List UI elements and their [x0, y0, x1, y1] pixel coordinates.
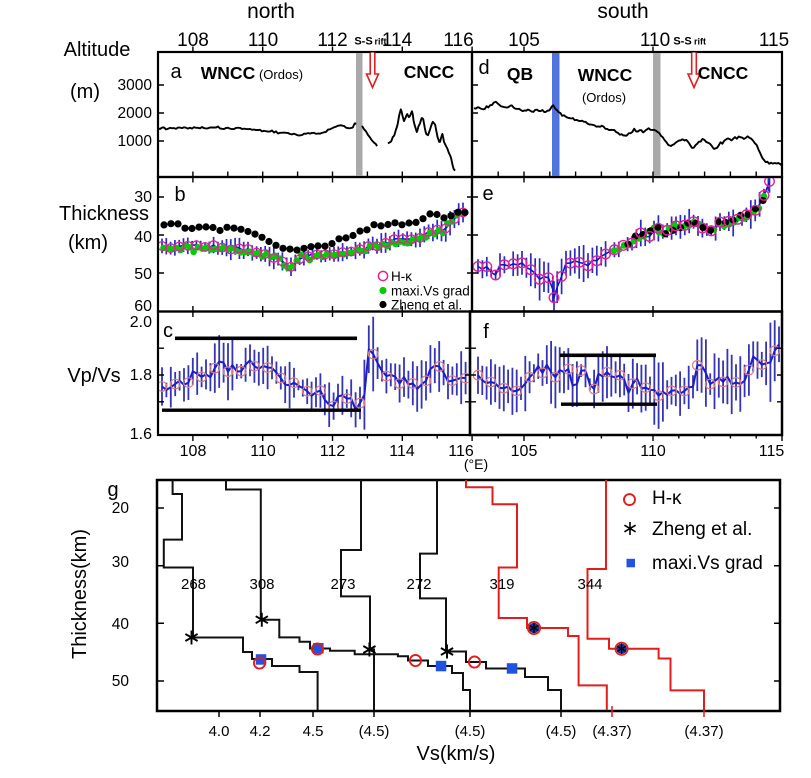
svg-text:(4.5): (4.5) — [546, 723, 577, 740]
svg-text:Zheng et al.: Zheng et al. — [652, 519, 752, 540]
svg-text:S-S: S-S — [354, 36, 372, 48]
svg-text:Vs(km/s): Vs(km/s) — [417, 743, 496, 765]
svg-text:1000: 1000 — [118, 133, 153, 150]
svg-text:4.5: 4.5 — [303, 723, 324, 740]
svg-text:114: 114 — [382, 30, 413, 51]
svg-text:2000: 2000 — [118, 105, 153, 122]
svg-text:30: 30 — [134, 189, 152, 206]
svg-text:f: f — [483, 321, 489, 343]
svg-text:g: g — [107, 479, 118, 501]
svg-text:319: 319 — [489, 576, 514, 593]
svg-text:116: 116 — [448, 443, 474, 460]
svg-text:40: 40 — [134, 229, 152, 246]
svg-text:b: b — [174, 184, 185, 206]
svg-text:WNCC: WNCC — [578, 65, 633, 85]
svg-text:WNCC: WNCC — [201, 63, 256, 83]
svg-text:60: 60 — [134, 298, 152, 315]
svg-text:H-κ: H-κ — [391, 269, 412, 284]
svg-text:4.2: 4.2 — [250, 723, 271, 740]
svg-text:CNCC: CNCC — [698, 63, 749, 83]
svg-text:50: 50 — [134, 266, 152, 283]
svg-text:105: 105 — [511, 443, 538, 460]
svg-text:(4.5): (4.5) — [455, 723, 486, 740]
svg-text:105: 105 — [508, 30, 540, 51]
svg-text:116: 116 — [443, 30, 473, 51]
svg-text:Zheng et al.: Zheng et al. — [391, 298, 462, 313]
svg-text:115: 115 — [759, 30, 789, 51]
svg-text:(Ordos): (Ordos) — [259, 67, 303, 82]
svg-text:Altitude: Altitude — [64, 39, 131, 61]
svg-text:110: 110 — [250, 443, 276, 460]
svg-text:Thickness: Thickness — [59, 203, 149, 225]
svg-text:2.0: 2.0 — [130, 314, 152, 331]
svg-text:110: 110 — [640, 443, 666, 460]
svg-text:CNCC: CNCC — [404, 62, 455, 82]
svg-text:272: 272 — [406, 576, 431, 593]
svg-text:Vp/Vs: Vp/Vs — [67, 365, 120, 387]
svg-text:110: 110 — [248, 30, 278, 51]
svg-text:(4.37): (4.37) — [592, 723, 631, 740]
svg-text:114: 114 — [389, 443, 415, 460]
svg-text:(4.37): (4.37) — [684, 723, 723, 740]
svg-text:30: 30 — [112, 554, 130, 571]
svg-text:1.8: 1.8 — [130, 367, 152, 384]
svg-text:(m): (m) — [70, 81, 100, 103]
svg-text:north: north — [247, 0, 295, 23]
svg-text:40: 40 — [112, 616, 130, 633]
svg-text:south: south — [597, 0, 648, 23]
svg-text:QB: QB — [507, 64, 533, 84]
svg-text:50: 50 — [112, 673, 130, 690]
svg-text:maxi.Vs grad: maxi.Vs grad — [652, 553, 763, 574]
svg-text:e: e — [482, 183, 493, 205]
svg-text:maxi.Vs grad: maxi.Vs grad — [391, 284, 470, 299]
svg-text:308: 308 — [249, 576, 274, 593]
svg-text:a: a — [170, 61, 182, 83]
svg-text:112: 112 — [320, 443, 346, 460]
svg-text:112: 112 — [317, 30, 347, 51]
svg-text:H-κ: H-κ — [652, 488, 682, 509]
svg-text:108: 108 — [180, 443, 207, 460]
svg-text:115: 115 — [759, 443, 785, 460]
svg-text:4.0: 4.0 — [209, 723, 230, 740]
svg-text:(Ordos): (Ordos) — [582, 90, 626, 105]
svg-text:rift: rift — [694, 37, 706, 47]
svg-text:108: 108 — [177, 30, 209, 51]
svg-text:273: 273 — [330, 576, 355, 593]
svg-text:268: 268 — [181, 576, 206, 593]
svg-text:rift: rift — [375, 37, 387, 47]
svg-text:3000: 3000 — [118, 77, 153, 94]
svg-text:d: d — [478, 57, 489, 79]
svg-text:S-S: S-S — [673, 36, 691, 48]
svg-text:110: 110 — [640, 30, 670, 51]
svg-text:1.6: 1.6 — [130, 426, 152, 443]
svg-text:c: c — [163, 320, 173, 342]
svg-text:(km): (km) — [68, 232, 108, 254]
svg-text:(°E): (°E) — [464, 456, 488, 472]
svg-text:344: 344 — [577, 576, 602, 593]
svg-text:20: 20 — [112, 500, 130, 517]
svg-text:Thickness(km): Thickness(km) — [69, 529, 91, 659]
svg-text:(4.5): (4.5) — [359, 723, 390, 740]
